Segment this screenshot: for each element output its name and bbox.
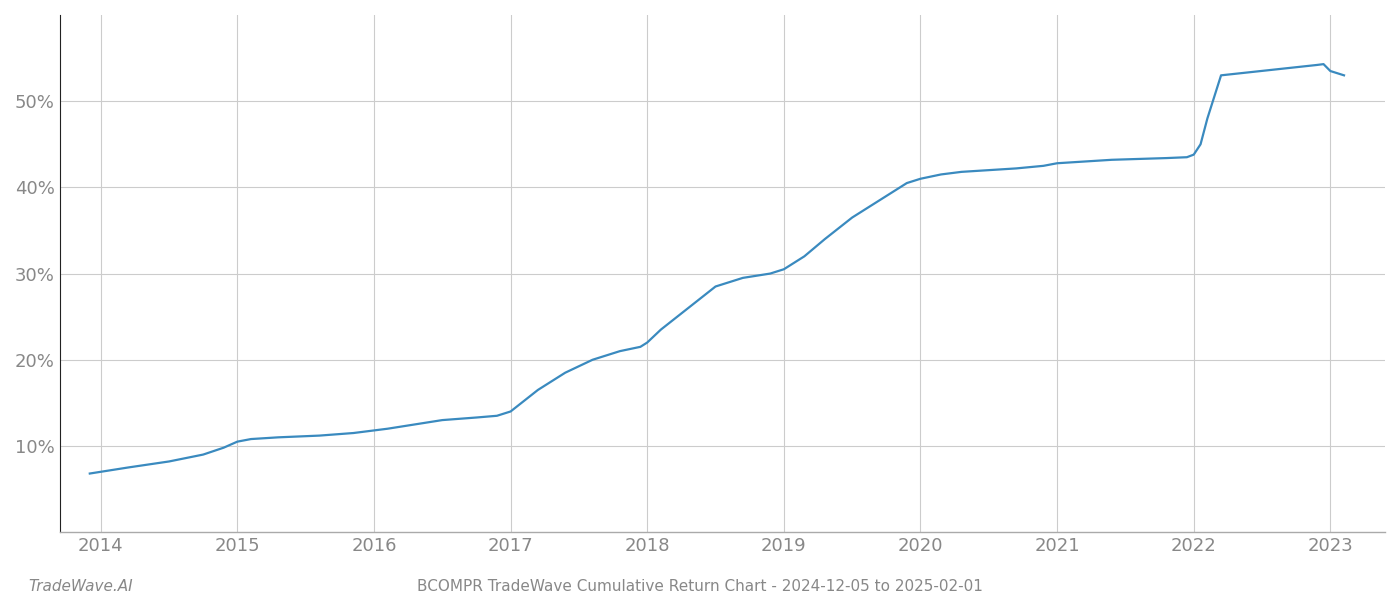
Text: BCOMPR TradeWave Cumulative Return Chart - 2024-12-05 to 2025-02-01: BCOMPR TradeWave Cumulative Return Chart… bbox=[417, 579, 983, 594]
Text: TradeWave.AI: TradeWave.AI bbox=[28, 579, 133, 594]
